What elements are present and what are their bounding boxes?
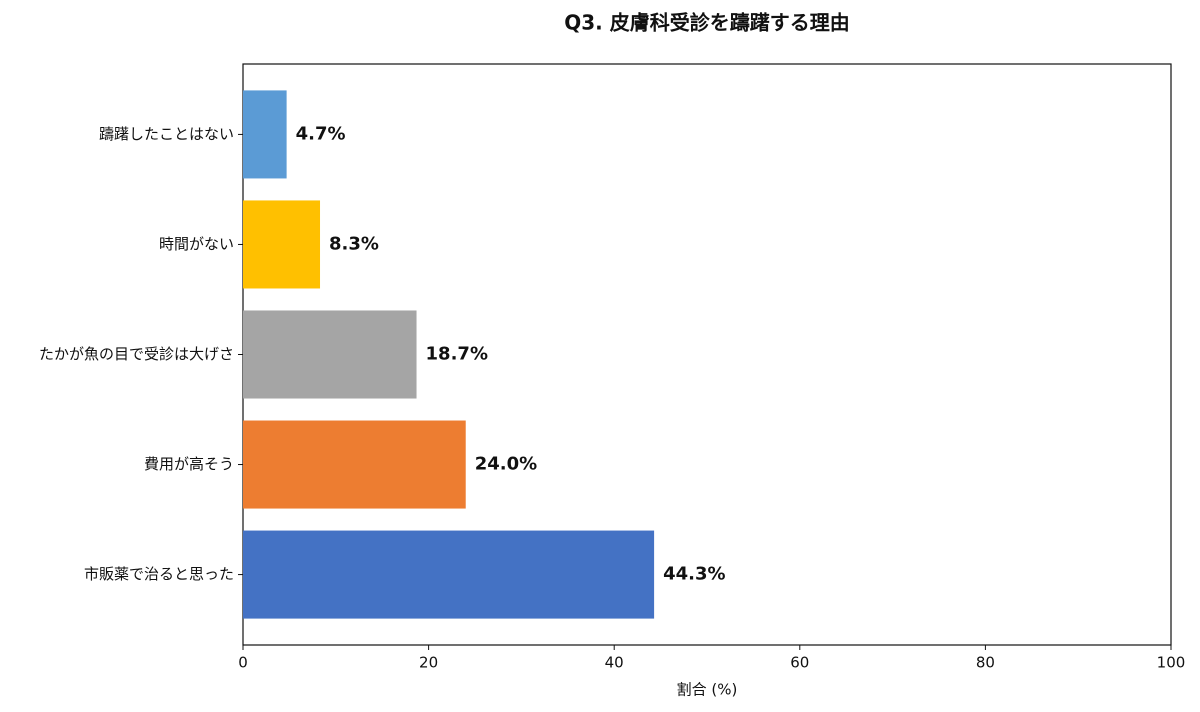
bar [243,90,287,179]
y-tick-label: 費用が高そう [144,455,234,473]
x-axis-label: 割合 (%) [677,681,738,699]
y-tick-label: 躊躇したことはない [99,125,234,143]
bar [243,420,466,509]
x-tick-label: 20 [419,654,438,672]
x-tick-label: 60 [790,654,809,672]
x-tick-label: 0 [238,654,248,672]
bar [243,310,417,399]
value-label: 18.7% [426,344,488,365]
value-label: 8.3% [329,233,379,254]
y-tick-label: 市販薬で治ると思った [84,565,234,583]
x-tick-label: 100 [1157,654,1186,672]
x-tick-label: 40 [605,654,624,672]
value-label: 24.0% [475,454,537,475]
y-tick-label: たかが魚の目で受診は大げさ [39,345,234,363]
chart-title: Q3. 皮膚科受診を躊躇する理由 [564,11,849,35]
bar [243,530,655,619]
bar [243,200,321,289]
value-label: 44.3% [663,564,725,585]
x-tick-label: 80 [976,654,995,672]
y-tick-label: 時間がない [159,235,234,253]
value-label: 4.7% [296,123,346,144]
